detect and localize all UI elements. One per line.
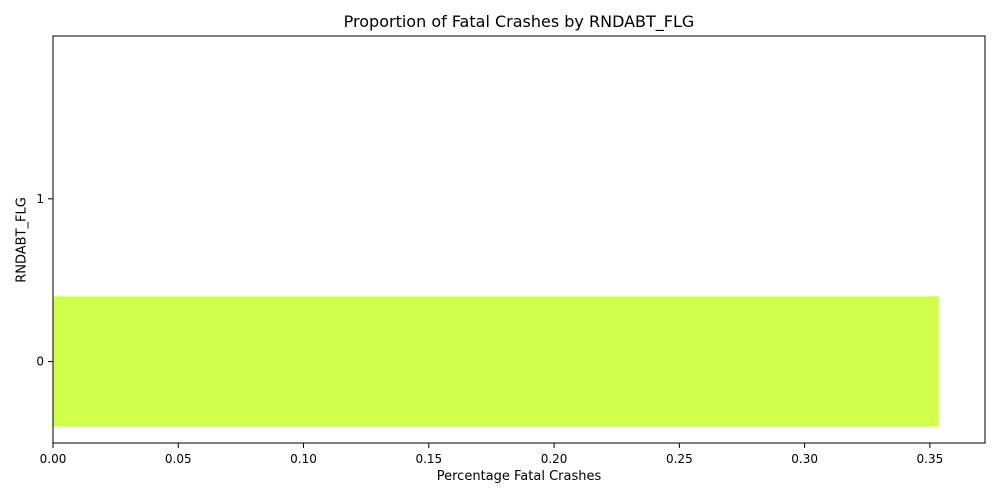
x-tick-label: 0.35 [917,452,944,466]
chart-title: Proportion of Fatal Crashes by RNDABT_FL… [343,12,695,31]
bar-0 [53,296,939,427]
x-tick-label: 0.00 [40,452,67,466]
x-axis-label: Percentage Fatal Crashes [436,469,602,484]
x-tick-label: 0.30 [791,452,818,466]
y-tick-label: 1 [36,192,44,206]
y-tick-label: 0 [36,355,44,369]
x-tick-label: 0.20 [541,452,568,466]
plot-frame [52,35,986,444]
x-tick-label: 0.05 [165,452,192,466]
x-tick-label: 0.25 [666,452,693,466]
x-tick-label: 0.15 [415,452,442,466]
x-tick-label: 0.10 [290,452,317,466]
